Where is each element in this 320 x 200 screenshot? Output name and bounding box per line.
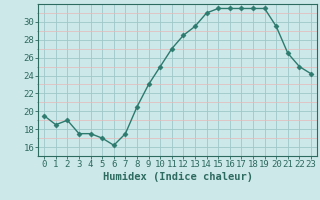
X-axis label: Humidex (Indice chaleur): Humidex (Indice chaleur) <box>103 172 252 182</box>
